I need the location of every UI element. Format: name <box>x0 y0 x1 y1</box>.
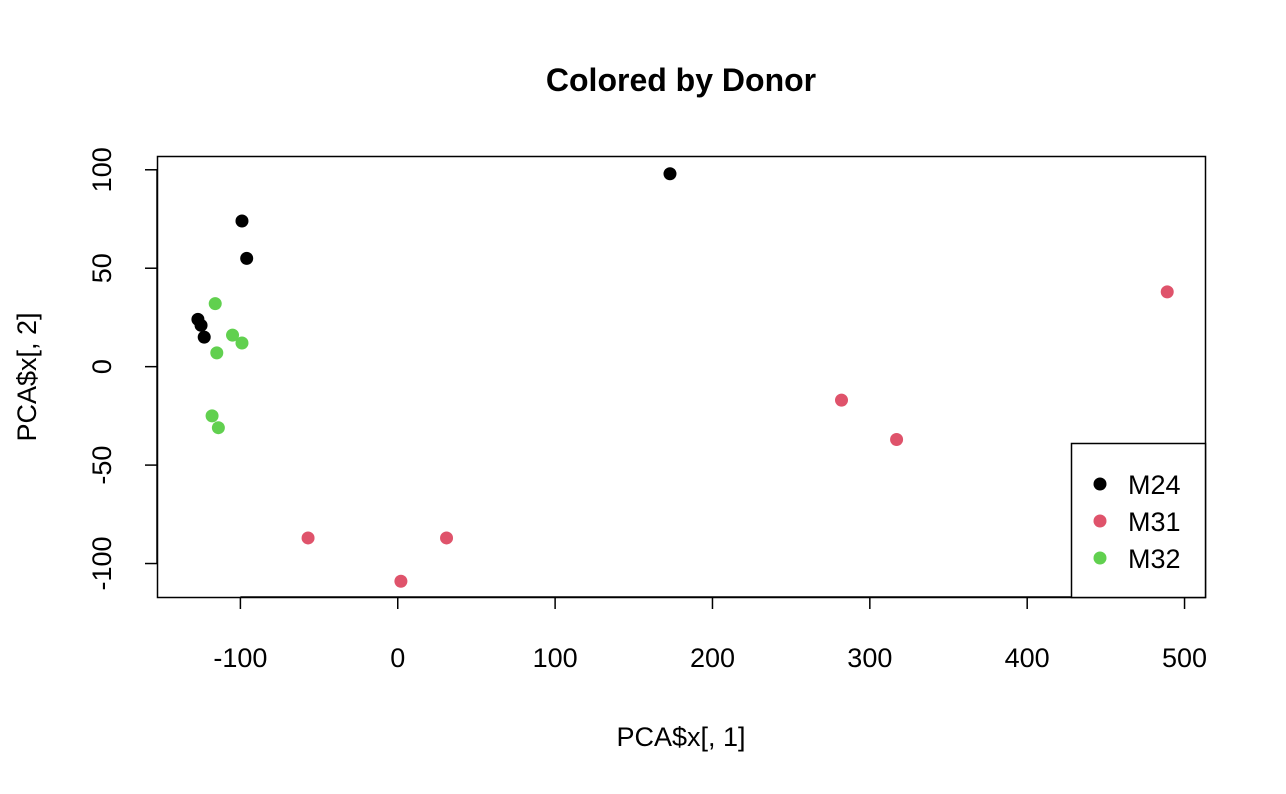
x-tick-label: 300 <box>847 643 892 673</box>
data-point-m32 <box>205 409 219 423</box>
data-point-m32 <box>226 328 240 342</box>
legend-label-m32: M32 <box>1128 544 1181 574</box>
y-axis-label: PCA$x[, 2] <box>12 312 42 441</box>
legend-label-m31: M31 <box>1128 507 1181 537</box>
data-point-m24 <box>235 214 249 228</box>
y-tick-label: -50 <box>87 446 117 485</box>
x-tick-label: -100 <box>213 643 267 673</box>
data-point-m32 <box>235 336 249 350</box>
y-axis: -100 -50 0 50 100 <box>87 147 158 591</box>
data-point-m31 <box>890 433 904 446</box>
data-point-m32 <box>210 346 224 360</box>
data-point-m31 <box>835 393 849 407</box>
x-axis-label: PCA$x[, 1] <box>616 722 745 752</box>
y-tick-label: 0 <box>87 359 117 374</box>
data-points <box>191 167 1174 588</box>
data-point-m24 <box>197 330 211 344</box>
data-point-m31 <box>1160 285 1174 299</box>
x-tick-label: 0 <box>390 643 405 673</box>
legend-marker-m24 <box>1093 477 1107 491</box>
y-tick-label: -100 <box>87 537 117 591</box>
y-tick-label: 100 <box>87 147 117 192</box>
x-axis: -100 0 100 200 300 400 500 <box>213 596 1207 673</box>
chart-title: Colored by Donor <box>546 62 816 98</box>
data-point-m32 <box>208 297 222 311</box>
legend-marker-m31 <box>1093 514 1107 528</box>
x-tick-label: 200 <box>690 643 735 673</box>
data-point-m24 <box>240 251 254 265</box>
legend: M24 M31 M32 <box>1070 442 1207 599</box>
x-tick-label: 500 <box>1162 643 1207 673</box>
plot-frame <box>156 155 1207 599</box>
data-point-m31 <box>440 531 454 545</box>
legend-marker-m32 <box>1093 551 1107 565</box>
y-tick-label: 50 <box>87 253 117 283</box>
x-tick-label: 400 <box>1005 643 1050 673</box>
data-point-m24 <box>663 167 677 181</box>
legend-label-m24: M24 <box>1128 470 1181 500</box>
data-point-m24 <box>194 318 208 332</box>
data-point-m31 <box>301 531 315 545</box>
x-tick-label: 100 <box>533 643 578 673</box>
data-point-m32 <box>211 421 225 435</box>
data-point-m31 <box>394 574 408 588</box>
